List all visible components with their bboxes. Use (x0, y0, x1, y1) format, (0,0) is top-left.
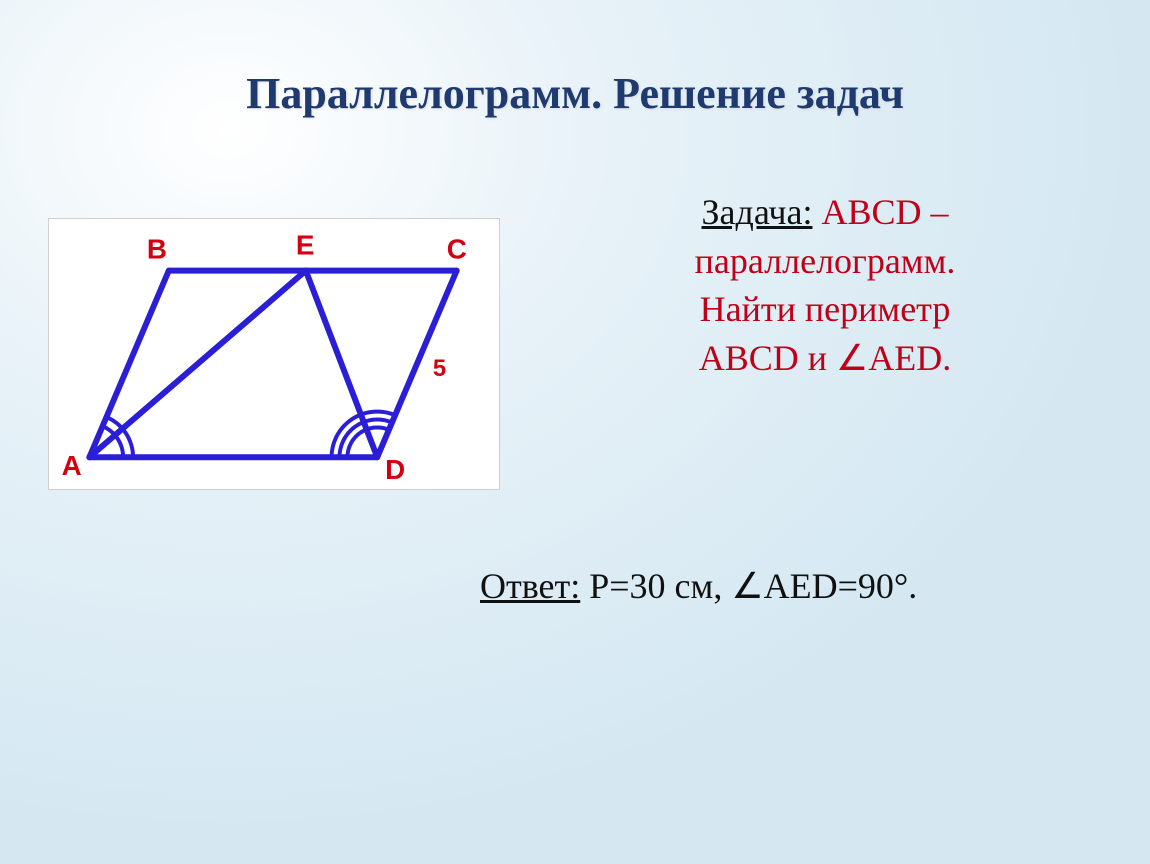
problem-line4: ABCD и ∠AED. (699, 338, 952, 378)
svg-text:A: A (62, 450, 82, 481)
answer-value: P=30 см, ∠AED=90°. (589, 566, 917, 606)
problem-line1: ABCD – (821, 192, 948, 232)
problem-line3: Найти периметр (700, 289, 951, 329)
page-title: Параллелограмм. Решение задач (0, 68, 1150, 119)
answer-text: Ответ: P=30 см, ∠AED=90°. (480, 565, 917, 607)
svg-text:C: C (447, 234, 467, 265)
problem-label: Задача: (702, 192, 813, 232)
problem-line2: параллелограмм. (695, 241, 956, 281)
geometry-figure: A B C D E 5 (48, 218, 500, 490)
answer-label: Ответ: (480, 566, 580, 606)
svg-text:5: 5 (433, 355, 446, 382)
svg-text:B: B (147, 234, 167, 265)
svg-text:D: D (385, 454, 405, 485)
problem-text: Задача: ABCD – параллелограмм. Найти пер… (555, 188, 1095, 382)
svg-text:E: E (296, 230, 315, 261)
parallelogram-diagram: A B C D E 5 (49, 219, 499, 489)
